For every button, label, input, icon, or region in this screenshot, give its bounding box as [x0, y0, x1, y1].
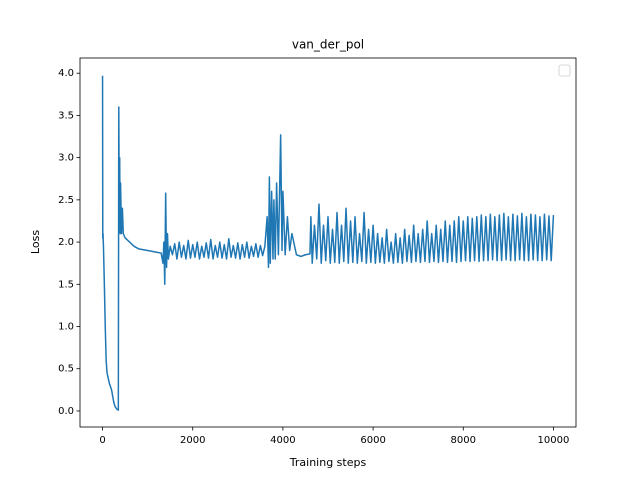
y-axis-label: Loss	[29, 230, 42, 254]
x-tick-label: 0	[99, 435, 105, 446]
y-tick-label: 1.0	[58, 322, 74, 333]
y-tick-label: 2.0	[58, 237, 74, 248]
x-axis-label: Training steps	[289, 456, 367, 469]
legend-box	[558, 64, 571, 77]
x-tick-label: 10000	[538, 435, 570, 446]
x-tick-label: 6000	[360, 435, 385, 446]
y-tick-label: 1.5	[58, 279, 74, 290]
x-tick-label: 4000	[270, 435, 295, 446]
y-tick-label: 4.0	[58, 68, 74, 79]
loss-line	[101, 75, 555, 411]
y-tick-label: 3.5	[58, 110, 74, 121]
x-tick-label: 8000	[451, 435, 476, 446]
y-tick-label: 0.0	[58, 406, 74, 417]
chart-title: van_der_pol	[292, 38, 364, 52]
y-tick-label: 3.0	[58, 153, 74, 164]
x-tick-label: 2000	[180, 435, 205, 446]
y-tick-label: 0.5	[58, 364, 74, 375]
axes-frame	[79, 57, 577, 428]
y-tick-label: 2.5	[58, 195, 74, 206]
